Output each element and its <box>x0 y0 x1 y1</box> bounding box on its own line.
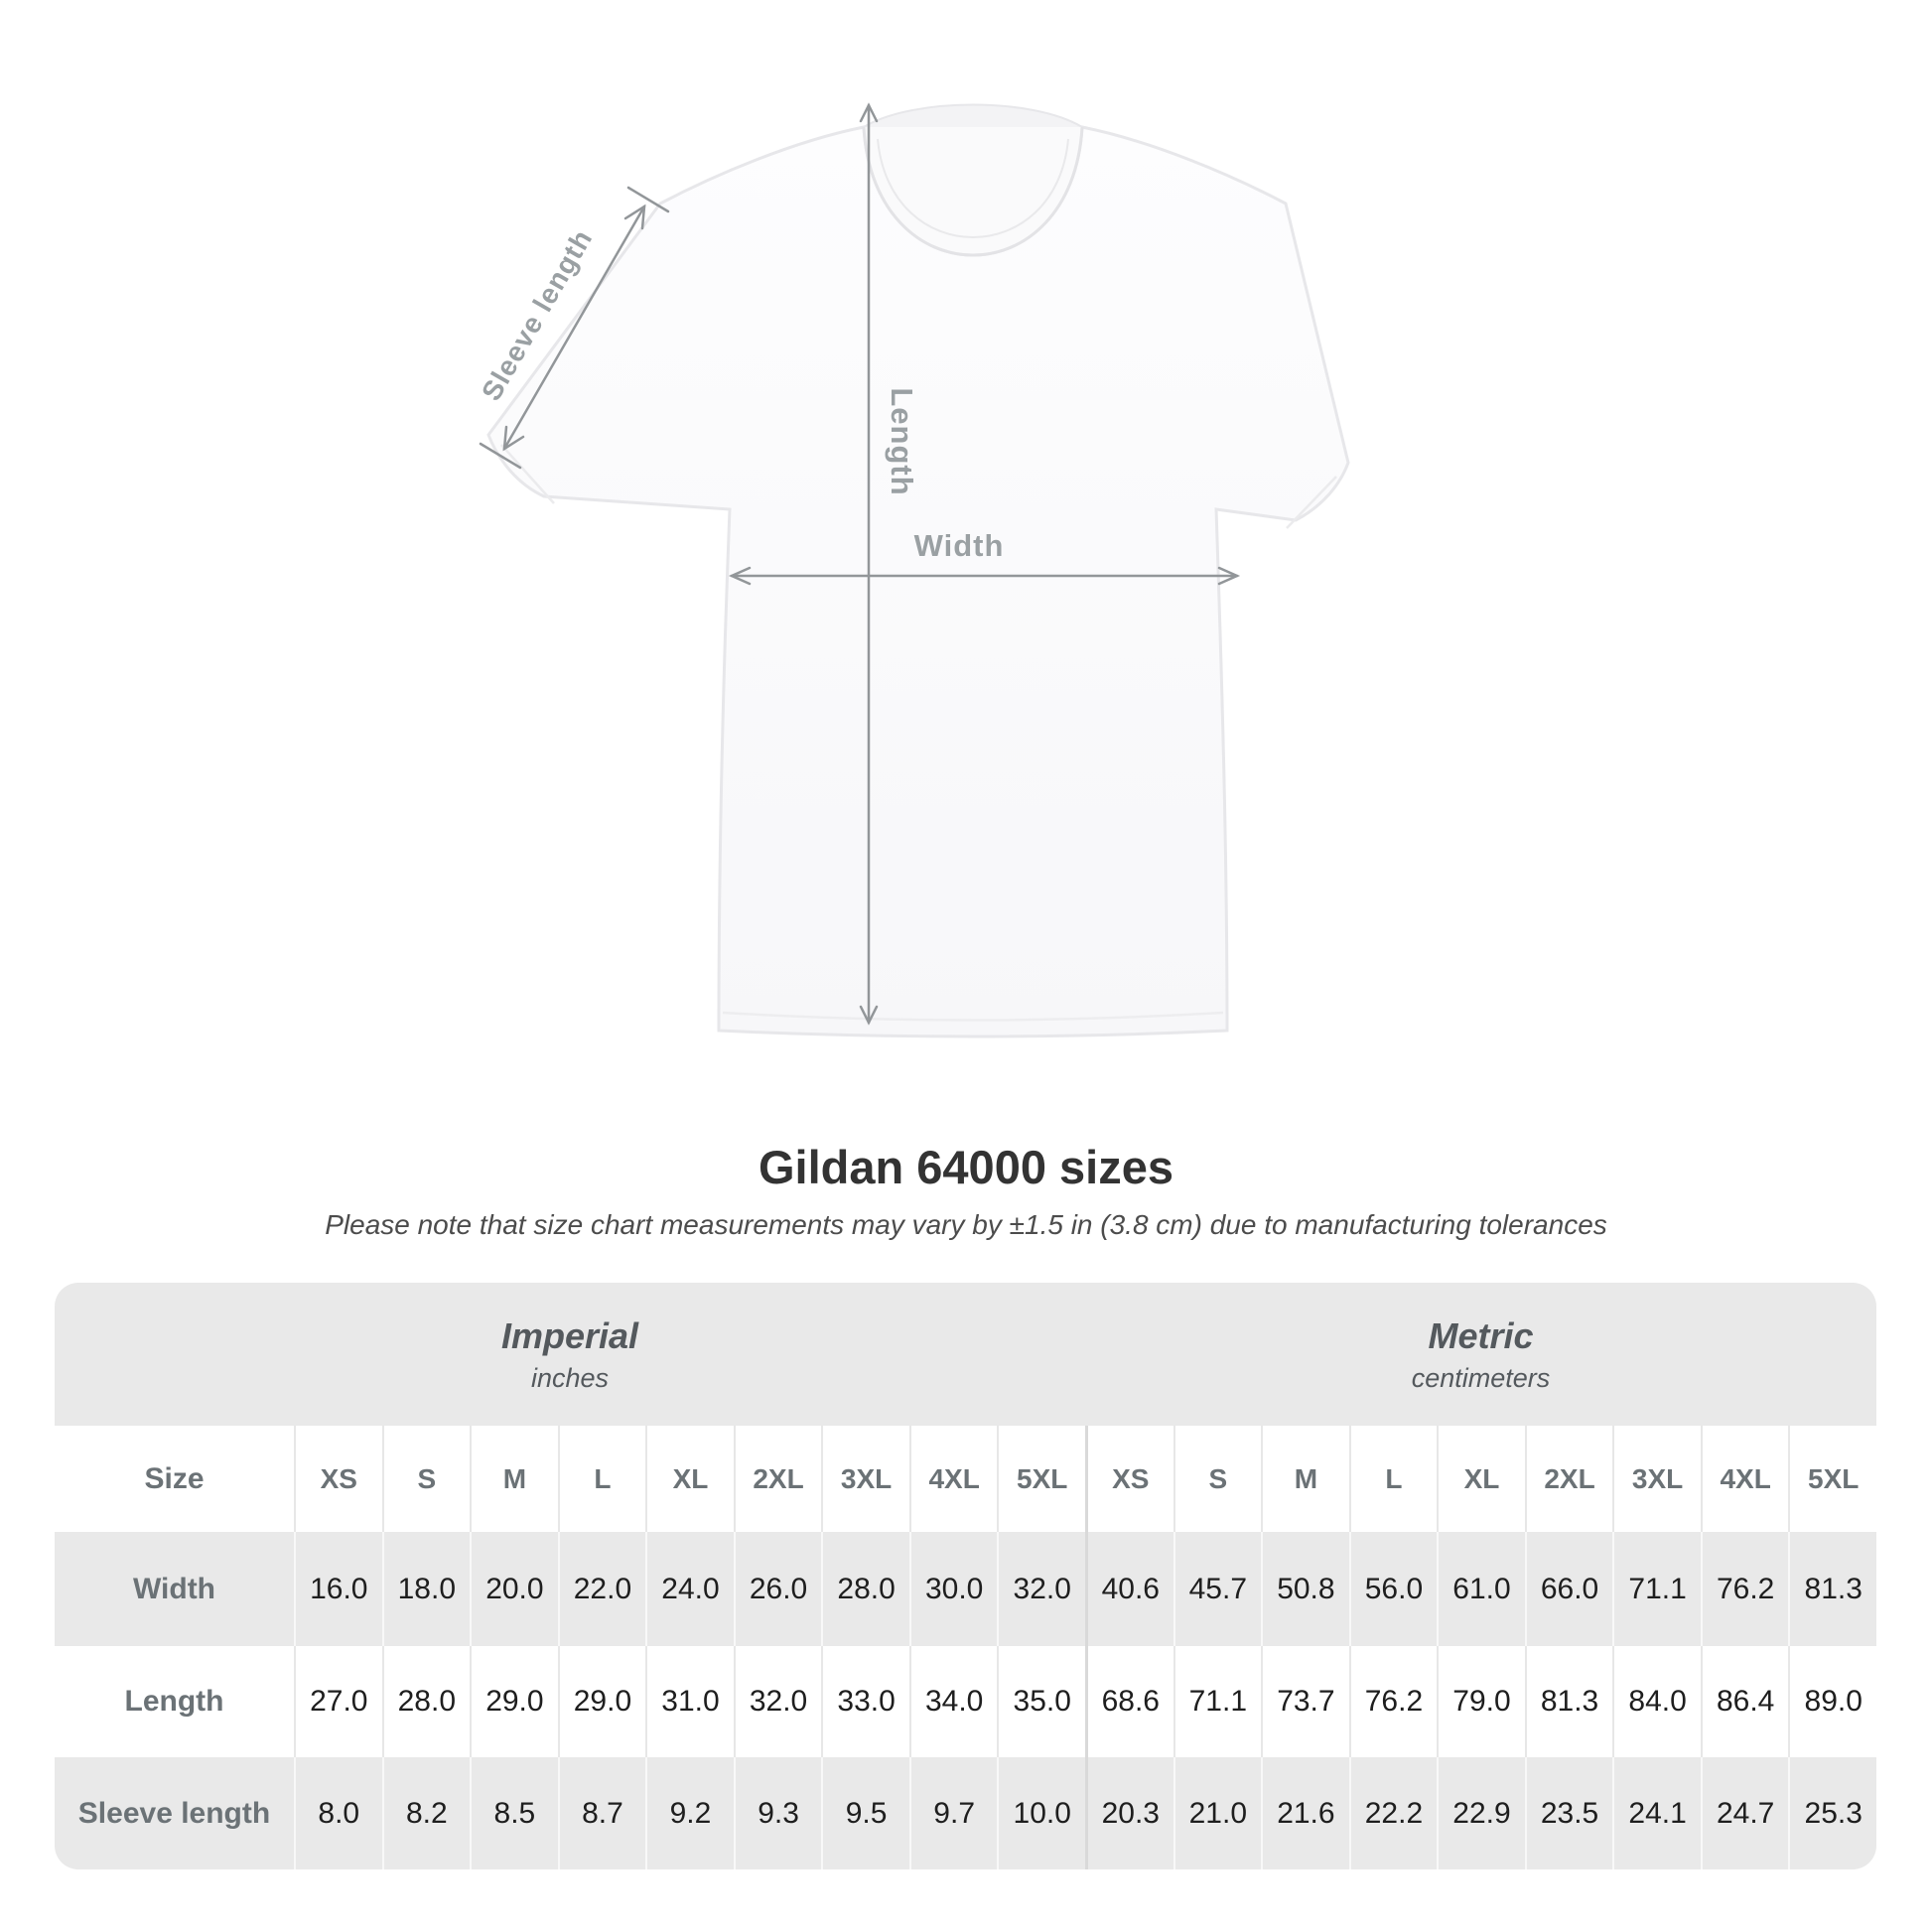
value-cell: 56.0 <box>1348 1532 1438 1646</box>
sleeve-length-row: Sleeve length 8.0 8.2 8.5 8.7 9.2 9.3 9.5 9.7 10.… <box>55 1757 1876 1869</box>
size-header-cell: M <box>1261 1426 1349 1532</box>
size-header-cell: 4XL <box>1700 1426 1789 1532</box>
value-cell: 84.0 <box>1612 1646 1701 1757</box>
value-cell: 27.0 <box>294 1646 382 1757</box>
imperial-unit: inches <box>530 1362 610 1393</box>
value-cell: 8.0 <box>294 1757 382 1869</box>
tshirt-graphic <box>486 103 1350 1038</box>
size-header-cell: XS <box>1085 1426 1173 1532</box>
value-cell: 81.3 <box>1524 1646 1613 1757</box>
value-cell: 20.0 <box>470 1532 558 1646</box>
value-cell: 16.0 <box>294 1532 382 1646</box>
size-header-cell: S <box>381 1426 471 1532</box>
value-cell: 89.0 <box>1788 1646 1876 1757</box>
value-cell: 76.2 <box>1348 1646 1438 1757</box>
value-cell: 50.8 <box>1261 1532 1349 1646</box>
size-header-cell: L <box>557 1426 646 1532</box>
value-cell: 8.7 <box>557 1757 646 1869</box>
size-header-cell: M <box>470 1426 558 1532</box>
value-cell: 22.9 <box>1437 1757 1525 1869</box>
size-header-cell: 2XL <box>1524 1426 1613 1532</box>
value-cell: 31.0 <box>645 1646 734 1757</box>
value-cell: 86.4 <box>1700 1646 1789 1757</box>
value-cell: 29.0 <box>557 1646 646 1757</box>
value-cell: 18.0 <box>381 1532 471 1646</box>
value-cell: 61.0 <box>1437 1532 1525 1646</box>
value-cell: 23.5 <box>1524 1757 1613 1869</box>
length-row: Length 27.0 28.0 29.0 29.0 31.0 32.0 33.0 34.0 35… <box>55 1646 1876 1757</box>
metric-header: Metric centimeters <box>1085 1283 1876 1426</box>
size-header-cell: L <box>1348 1426 1438 1532</box>
value-cell: 35.0 <box>997 1646 1085 1757</box>
value-cell: 21.6 <box>1261 1757 1349 1869</box>
size-header-row: Size XS S M L XL 2XL 3XL 4XL 5XL XS S M L XL 2XL 3XL 4XL 5… <box>55 1426 1876 1532</box>
value-cell: 30.0 <box>908 1532 998 1646</box>
value-cell: 73.7 <box>1261 1646 1349 1757</box>
value-cell: 21.0 <box>1173 1757 1262 1869</box>
value-cell: 8.2 <box>381 1757 471 1869</box>
row-label: Width <box>132 1572 216 1605</box>
width-row: Width 16.0 18.0 20.0 22.0 24.0 26.0 28.0 30.0 32.… <box>55 1532 1876 1646</box>
value-cell: 28.0 <box>821 1532 909 1646</box>
length-label: Length <box>885 387 919 495</box>
row-label: Length <box>124 1685 224 1718</box>
metric-unit: centimeters <box>1411 1362 1551 1393</box>
width-dimension-arrow <box>728 566 1241 586</box>
value-cell: 71.1 <box>1173 1646 1262 1757</box>
value-cell: 40.6 <box>1085 1532 1173 1646</box>
value-cell: 71.1 <box>1612 1532 1701 1646</box>
value-cell: 24.0 <box>645 1532 734 1646</box>
size-header-cell: XL <box>1437 1426 1525 1532</box>
size-header-cell: 5XL <box>997 1426 1085 1532</box>
value-cell: 10.0 <box>997 1757 1085 1869</box>
size-header-cell: S <box>1173 1426 1262 1532</box>
value-cell: 76.2 <box>1700 1532 1789 1646</box>
size-table: Imperial inches Metric centimeters Size X… <box>55 1283 1876 1869</box>
value-cell: 29.0 <box>470 1646 558 1757</box>
value-cell: 33.0 <box>821 1646 909 1757</box>
value-cell: 9.3 <box>733 1757 822 1869</box>
size-header-cell: 5XL <box>1788 1426 1876 1532</box>
value-cell: 8.5 <box>470 1757 558 1869</box>
value-cell: 22.2 <box>1348 1757 1438 1869</box>
size-row-label: Size <box>144 1461 205 1495</box>
imperial-header: Imperial inches <box>55 1283 1085 1426</box>
value-cell: 28.0 <box>381 1646 471 1757</box>
metric-title: Metric <box>1428 1314 1534 1356</box>
value-cell: 9.2 <box>645 1757 734 1869</box>
value-cell: 79.0 <box>1437 1646 1525 1757</box>
value-cell: 32.0 <box>997 1532 1085 1646</box>
size-header-cell: 4XL <box>908 1426 998 1532</box>
length-dimension-arrow <box>859 102 879 1026</box>
page-subtitle: Please note that size chart measurements… <box>325 1209 1607 1240</box>
value-cell: 22.0 <box>557 1532 646 1646</box>
value-cell: 81.3 <box>1788 1532 1876 1646</box>
value-cell: 68.6 <box>1085 1646 1173 1757</box>
value-cell: 45.7 <box>1173 1532 1262 1646</box>
tshirt-diagram: Length Width Sleeve length <box>476 102 1350 1038</box>
page-title: Gildan 64000 sizes <box>758 1141 1174 1193</box>
size-header-cell: XS <box>294 1426 382 1532</box>
value-cell: 24.1 <box>1612 1757 1701 1869</box>
row-label: Sleeve length <box>77 1796 271 1830</box>
value-cell: 20.3 <box>1085 1757 1173 1869</box>
imperial-title: Imperial <box>500 1314 639 1356</box>
value-cell: 26.0 <box>733 1532 822 1646</box>
size-header-cell: XL <box>645 1426 734 1532</box>
value-cell: 25.3 <box>1788 1757 1876 1869</box>
size-header-cell: 3XL <box>1612 1426 1701 1532</box>
size-header-cell: 2XL <box>733 1426 822 1532</box>
value-cell: 34.0 <box>908 1646 998 1757</box>
value-cell: 24.7 <box>1700 1757 1789 1869</box>
width-label: Width <box>914 528 1005 563</box>
value-cell: 66.0 <box>1524 1532 1613 1646</box>
size-header-cell: 3XL <box>821 1426 909 1532</box>
value-cell: 9.5 <box>821 1757 909 1869</box>
value-cell: 9.7 <box>908 1757 998 1869</box>
value-cell: 32.0 <box>733 1646 822 1757</box>
unit-header-row: Imperial inches Metric centimeters <box>55 1283 1876 1426</box>
sleeve-dimension-arrow <box>479 186 670 470</box>
